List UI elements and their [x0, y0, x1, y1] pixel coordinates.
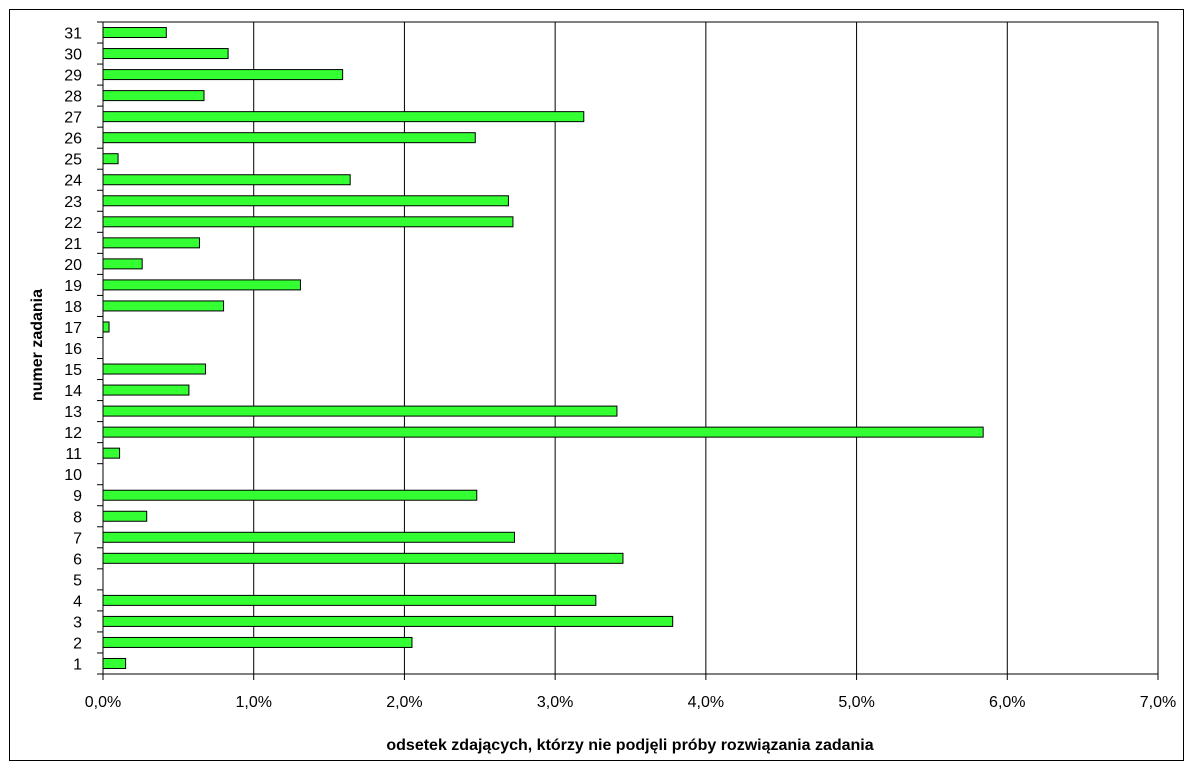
y-tick-label: 3	[73, 614, 82, 631]
bar	[102, 552, 624, 564]
y-tick-label: 20	[64, 257, 82, 274]
y-tick-label: 10	[64, 467, 82, 484]
bar	[102, 48, 229, 60]
bar	[102, 69, 344, 81]
y-tick-label: 8	[73, 509, 82, 526]
bar	[102, 279, 301, 291]
x-tick-label: 6,0%	[989, 694, 1025, 711]
x-tick-label: 4,0%	[688, 694, 724, 711]
x-tick-label: 1,0%	[235, 694, 271, 711]
bar	[102, 426, 984, 438]
y-tick-label: 31	[64, 26, 82, 43]
bar	[102, 321, 110, 333]
x-tick-label: 0,0%	[85, 694, 121, 711]
bar	[102, 636, 413, 648]
x-axis-title: odsetek zdających, którzy nie podjęli pr…	[386, 737, 873, 754]
y-tick-label: 28	[64, 89, 82, 106]
y-tick-label: 26	[64, 131, 82, 148]
axes	[97, 21, 1159, 680]
bar	[102, 111, 585, 123]
y-tick-label: 6	[73, 551, 82, 568]
bar	[102, 363, 206, 375]
bar	[102, 90, 205, 102]
y-tick-label: 30	[64, 47, 82, 64]
y-tick-label: 17	[64, 320, 82, 337]
bar	[102, 153, 119, 165]
y-tick-label: 11	[65, 446, 82, 463]
bar	[102, 174, 351, 186]
y-tick-label: 29	[64, 68, 82, 85]
bar	[102, 132, 476, 144]
y-tick-label: 22	[64, 215, 82, 232]
bar	[102, 405, 618, 417]
bar	[102, 489, 478, 501]
y-tick-label: 18	[64, 299, 82, 316]
tick-labels: 0,0% 1,0% 2,0% 3,0% 4,0% 5,0% 6,0% 7,0%12345678…	[64, 26, 1176, 711]
x-tick-label: 2,0%	[386, 694, 422, 711]
y-tick-label: 19	[64, 278, 82, 295]
y-tick-label: 16	[64, 341, 82, 358]
y-axis-title: numer zadania	[29, 289, 46, 401]
y-tick-label: 5	[73, 572, 82, 589]
x-tick-label: 3,0%	[537, 694, 573, 711]
bar	[102, 447, 121, 459]
y-tick-label: 2	[73, 635, 82, 652]
bar	[102, 216, 514, 228]
bar	[102, 615, 674, 627]
bar	[102, 510, 148, 522]
bar	[102, 384, 190, 396]
y-tick-label: 9	[73, 488, 82, 505]
y-tick-label: 4	[73, 593, 82, 610]
bar	[102, 27, 167, 39]
y-tick-label: 1	[73, 656, 82, 673]
y-tick-label: 12	[64, 425, 82, 442]
bar	[102, 594, 597, 606]
y-tick-label: 14	[64, 383, 82, 400]
plot-area	[102, 21, 1159, 675]
x-tick-label: 5,0%	[838, 694, 874, 711]
y-tick-label: 21	[64, 236, 82, 253]
y-tick-label: 25	[64, 152, 82, 169]
y-tick-label: 13	[64, 404, 82, 421]
bar	[102, 300, 225, 312]
y-tick-label: 15	[64, 362, 82, 379]
bar	[102, 531, 515, 543]
y-tick-label: 7	[73, 530, 82, 547]
bars	[102, 27, 984, 669]
y-tick-label: 24	[64, 173, 82, 190]
bar	[102, 258, 143, 270]
x-tick-label: 7,0%	[1140, 694, 1176, 711]
y-tick-label: 27	[64, 110, 82, 127]
bar	[102, 195, 509, 207]
y-tick-label: 23	[64, 194, 82, 211]
bar	[102, 657, 127, 669]
bar	[102, 237, 200, 249]
